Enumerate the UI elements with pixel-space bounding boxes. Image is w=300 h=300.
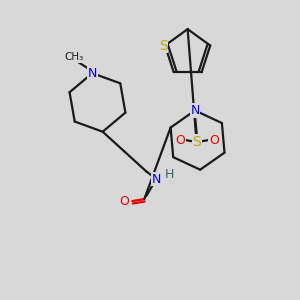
Text: CH₃: CH₃ [65, 52, 84, 62]
Text: N: N [152, 173, 161, 186]
Text: O: O [175, 134, 185, 147]
Text: O: O [209, 134, 219, 147]
Text: O: O [119, 195, 129, 208]
Text: S: S [193, 135, 201, 149]
Text: S: S [159, 39, 167, 52]
Text: H: H [164, 168, 174, 181]
Text: N: N [88, 67, 97, 80]
Text: N: N [190, 104, 200, 117]
